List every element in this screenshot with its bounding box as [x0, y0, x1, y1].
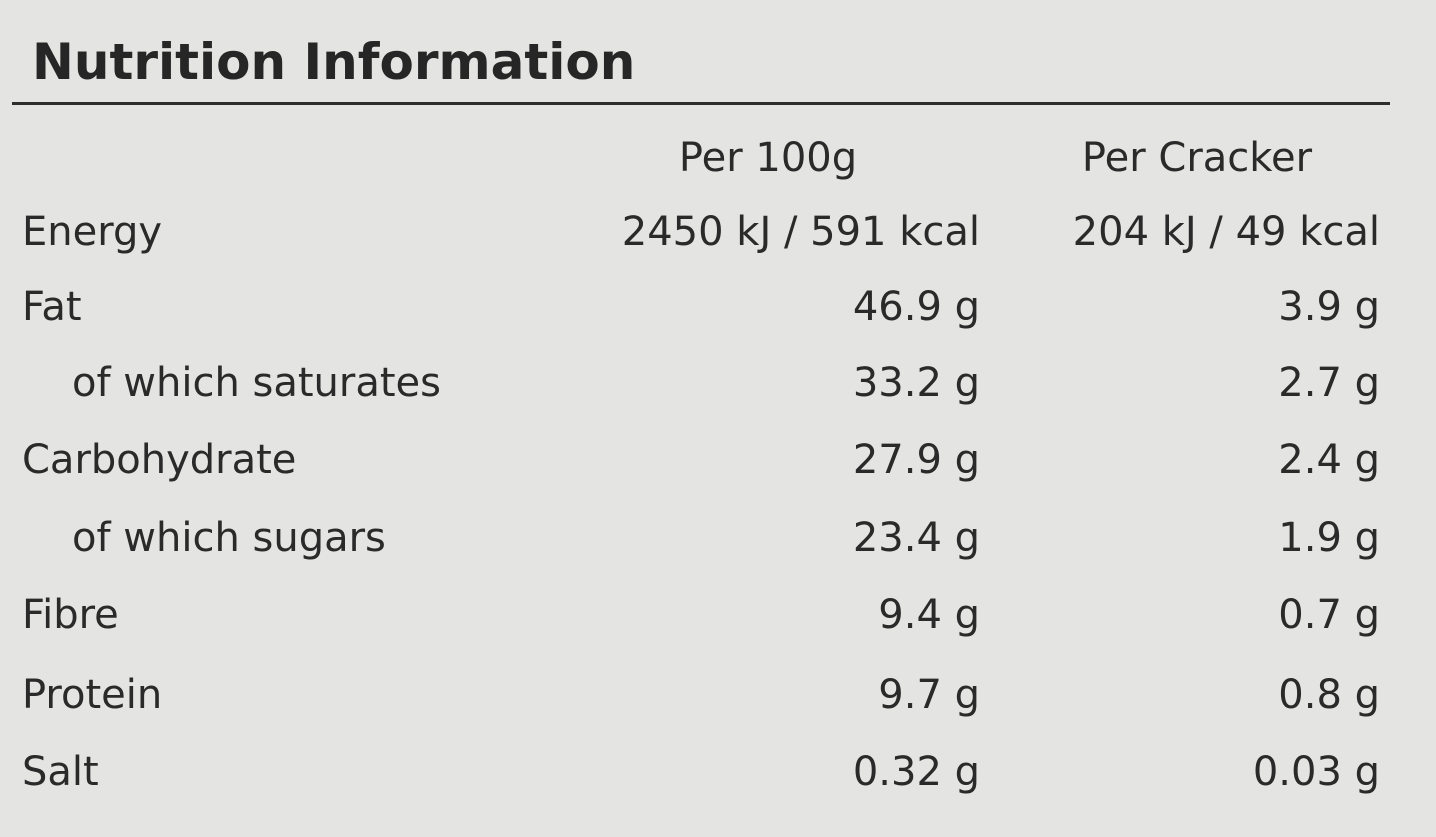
title-rule	[12, 102, 1390, 105]
row-label: Carbohydrate	[22, 437, 297, 483]
cell-value: 3.9 g	[1278, 284, 1380, 330]
cell-value: 0.32 g	[852, 749, 980, 795]
row-label: Fibre	[22, 592, 119, 638]
row-label: of which sugars	[72, 515, 386, 561]
cell-value: 23.4 g	[852, 515, 980, 561]
row-label: Fat	[22, 284, 82, 330]
row-label: Energy	[22, 209, 163, 255]
cell-value: 27.9 g	[852, 437, 980, 483]
cell-value: 9.7 g	[878, 672, 980, 718]
cell-value: 0.7 g	[1278, 592, 1380, 638]
cell-value: 2450 kJ / 591 kcal	[621, 209, 980, 255]
cell-value: 46.9 g	[852, 284, 980, 330]
column-header: Per Cracker	[1081, 135, 1313, 181]
cell-value: 2.4 g	[1278, 437, 1380, 483]
cell-value: 1.9 g	[1278, 515, 1380, 561]
cell-value: 9.4 g	[878, 592, 980, 638]
row-label: Protein	[22, 672, 163, 718]
title: Nutrition Information	[32, 33, 636, 91]
row-label: of which saturates	[72, 360, 441, 406]
column-header: Per 100g	[678, 135, 858, 181]
cell-value: 204 kJ / 49 kcal	[1072, 209, 1380, 255]
row-label: Salt	[22, 749, 99, 795]
cell-value: 2.7 g	[1278, 360, 1380, 406]
cell-value: 0.8 g	[1278, 672, 1380, 718]
cell-value: 33.2 g	[852, 360, 980, 406]
cell-value: 0.03 g	[1252, 749, 1380, 795]
